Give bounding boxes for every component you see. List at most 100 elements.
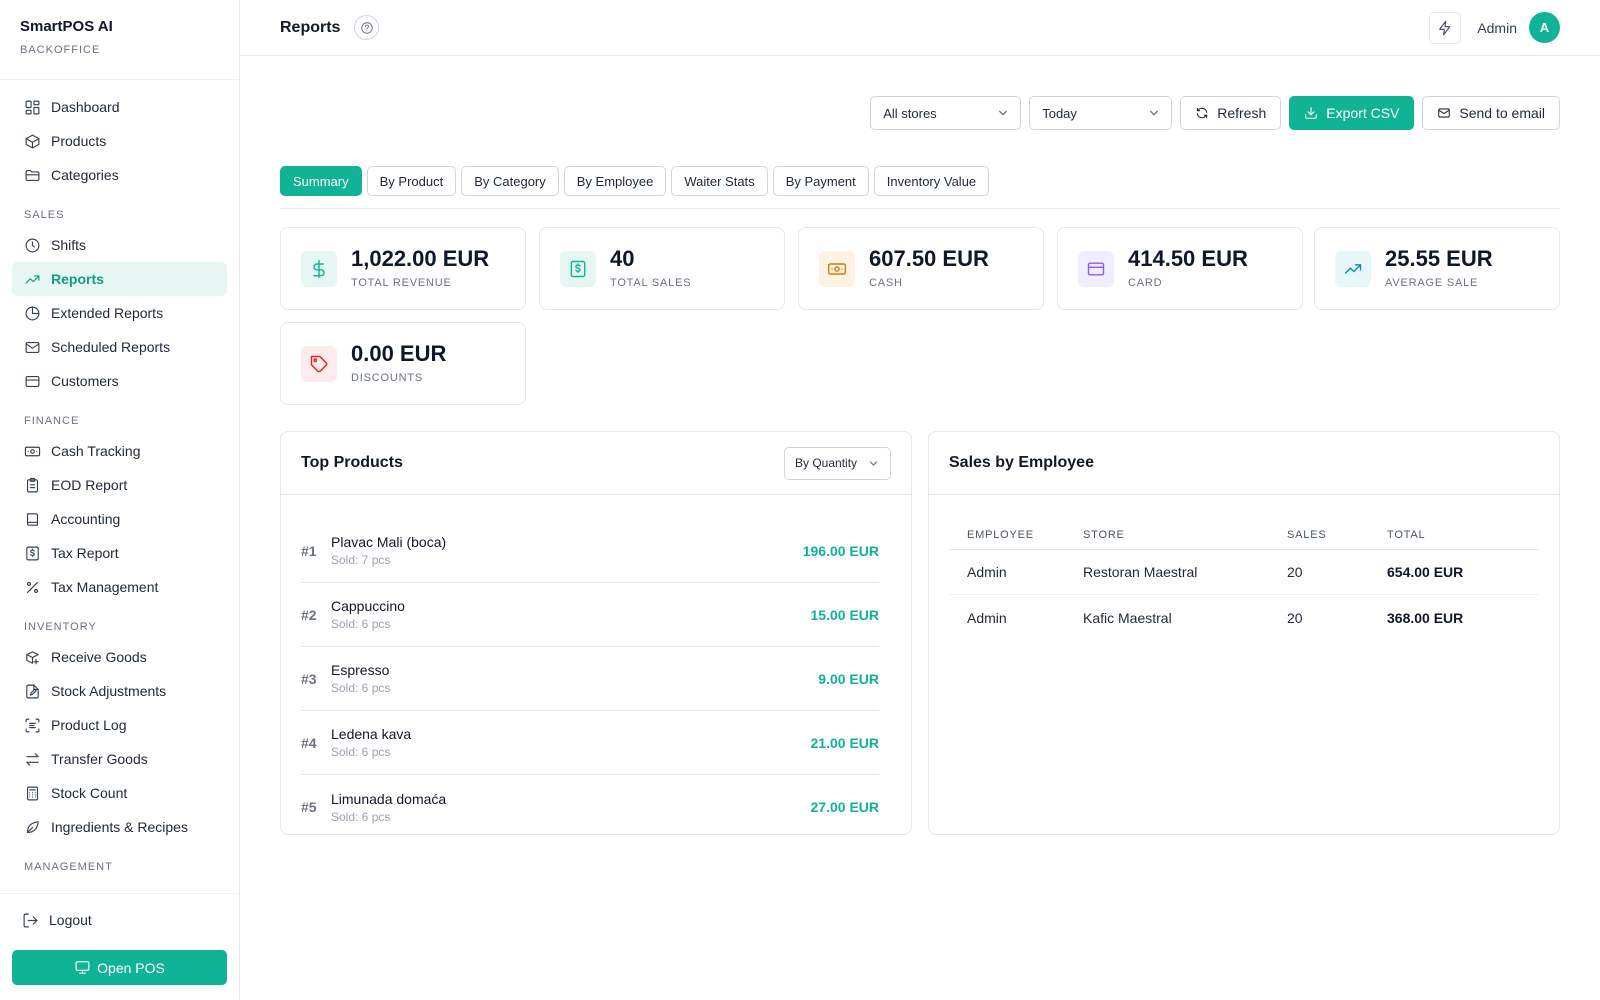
sidebar-item-label: Cash Tracking bbox=[51, 443, 141, 459]
sidebar-item-extended-reports[interactable]: Extended Reports bbox=[12, 296, 227, 330]
sidebar-item-transfer-goods[interactable]: Transfer Goods bbox=[12, 742, 227, 776]
stat-card-average-sale: 25.55 EUR AVERAGE SALE bbox=[1314, 227, 1560, 310]
logout-button[interactable]: Logout bbox=[12, 902, 227, 938]
list-item[interactable]: #1 Plavac Mali (boca) Sold: 7 pcs 196.00… bbox=[301, 519, 879, 583]
product-total: 27.00 EUR bbox=[810, 799, 879, 815]
arrows-icon bbox=[26, 752, 39, 766]
product-name: Cappuccino bbox=[331, 598, 405, 614]
avatar[interactable]: A bbox=[1529, 12, 1560, 43]
tab-by-product[interactable]: By Product bbox=[366, 166, 457, 196]
calculator-icon bbox=[26, 786, 39, 800]
sidebar-item-stock-adjustments[interactable]: Stock Adjustments bbox=[12, 674, 227, 708]
sidebar-item-products[interactable]: Products bbox=[12, 124, 227, 158]
report-tabs: Summary By Product By Category By Employ… bbox=[280, 166, 1560, 209]
top-products-header: Top Products By Quantity bbox=[281, 432, 911, 495]
stat-icon-wrap bbox=[301, 345, 337, 382]
product-sold: Sold: 6 pcs bbox=[331, 617, 391, 631]
list-item[interactable]: #2 Cappuccino Sold: 6 pcs 15.00 EUR bbox=[301, 583, 879, 647]
product-total: 9.00 EUR bbox=[818, 670, 879, 687]
sidebar-item-receive-goods[interactable]: Receive Goods bbox=[12, 640, 227, 674]
stat-label: TOTAL REVENUE bbox=[351, 277, 452, 289]
sidebar-item-dashboard[interactable]: Dashboard bbox=[12, 90, 227, 124]
sidebar-item-label: Receive Goods bbox=[51, 649, 147, 665]
card-icon bbox=[25, 375, 40, 387]
stat-label: DISCOUNTS bbox=[351, 372, 423, 384]
sort-select-value: By Quantity bbox=[795, 456, 858, 470]
list-item[interactable]: #4 Ledena kava Sold: 6 pcs 21.00 EUR bbox=[301, 711, 879, 775]
table-row[interactable]: Admin Kafic Maestral 20 368.00 EUR bbox=[949, 595, 1539, 640]
stat-card-total-revenue: 1,022.00 EUR TOTAL REVENUE bbox=[280, 227, 526, 310]
receipt-icon bbox=[570, 260, 586, 277]
quick-actions-button[interactable] bbox=[1429, 11, 1462, 44]
sidebar-item-categories[interactable]: Categories bbox=[12, 158, 227, 192]
export-csv-button[interactable]: Export CSV bbox=[1289, 96, 1415, 130]
column-header: TOTAL bbox=[1387, 528, 1426, 541]
tab-by-payment[interactable]: By Payment bbox=[772, 166, 869, 196]
nav-section-inventory: INVENTORY bbox=[24, 621, 97, 633]
stat-value: 1,022.00 EUR bbox=[351, 246, 490, 271]
stat-value: 0.00 EUR bbox=[351, 341, 447, 366]
sidebar-item-cash-tracking[interactable]: Cash Tracking bbox=[12, 434, 227, 468]
stat-icon-wrap bbox=[1078, 250, 1114, 287]
package-plus-icon bbox=[26, 650, 39, 664]
tab-by-employee[interactable]: By Employee bbox=[563, 166, 667, 196]
sidebar-item-label: Customers bbox=[51, 373, 119, 389]
sidebar-item-reports[interactable]: Reports bbox=[12, 262, 227, 296]
open-pos-button[interactable]: Open POS bbox=[12, 950, 227, 985]
period-select[interactable]: Today bbox=[1029, 96, 1173, 130]
sidebar-item-accounting[interactable]: Accounting bbox=[12, 502, 227, 536]
scan-text-icon bbox=[25, 718, 40, 732]
sidebar-item-ingredients-recipes[interactable]: Ingredients & Recipes bbox=[12, 810, 227, 844]
sidebar-item-label: Scheduled Reports bbox=[51, 339, 171, 355]
bolt-icon bbox=[1439, 20, 1451, 35]
sidebar-item-label: Products bbox=[51, 133, 107, 149]
table-header: EMPLOYEE STORE SALES TOTAL bbox=[949, 520, 1539, 550]
store-select[interactable]: All stores bbox=[870, 96, 1022, 130]
tab-inventory-value[interactable]: Inventory Value bbox=[873, 166, 990, 196]
report-toolbar: All stores Today Refresh Export CSV Send… bbox=[870, 96, 1560, 130]
product-sold: Sold: 6 pcs bbox=[331, 745, 391, 759]
tab-summary[interactable]: Summary bbox=[280, 166, 362, 196]
box-icon bbox=[25, 134, 40, 148]
nav-section-finance: FINANCE bbox=[24, 415, 80, 427]
table-row[interactable]: Admin Restoran Maestral 20 654.00 EUR bbox=[949, 550, 1539, 595]
store-select-value: All stores bbox=[883, 105, 937, 121]
stat-value: 607.50 EUR bbox=[869, 246, 989, 271]
refresh-button[interactable]: Refresh bbox=[1180, 96, 1282, 130]
send-email-button[interactable]: Send to email bbox=[1422, 96, 1560, 130]
logout-label: Logout bbox=[49, 912, 92, 928]
sidebar-item-tax-management[interactable]: Tax Management bbox=[12, 570, 227, 604]
download-icon bbox=[1305, 107, 1318, 119]
list-item[interactable]: #3 Espresso Sold: 6 pcs 9.00 EUR bbox=[301, 647, 879, 711]
monitor-icon bbox=[75, 961, 90, 974]
sidebar-item-tax-report[interactable]: Tax Report bbox=[12, 536, 227, 570]
sidebar-item-product-log[interactable]: Product Log bbox=[12, 708, 227, 742]
percent-icon bbox=[26, 581, 39, 593]
stat-card-discounts: 0.00 EUR DISCOUNTS bbox=[280, 322, 526, 405]
product-name: Plavac Mali (boca) bbox=[331, 534, 447, 550]
sidebar-item-eod-report[interactable]: EOD Report bbox=[12, 468, 227, 502]
stat-label: CASH bbox=[869, 277, 903, 289]
sales-by-employee-header: Sales by Employee bbox=[929, 432, 1559, 495]
sidebar-item-label: Dashboard bbox=[51, 99, 120, 115]
sidebar: SmartPOS AI BACKOFFICE Dashboard Product… bbox=[0, 0, 240, 1000]
mail-icon bbox=[25, 341, 40, 353]
book-icon bbox=[26, 512, 39, 526]
sidebar-item-shifts[interactable]: Shifts bbox=[12, 228, 227, 262]
tab-by-category[interactable]: By Category bbox=[461, 166, 559, 196]
list-item[interactable]: #5 Limunada domaća Sold: 6 pcs 27.00 EUR bbox=[301, 775, 879, 831]
help-button[interactable] bbox=[354, 15, 380, 40]
top-products-sort-select[interactable]: By Quantity bbox=[784, 446, 891, 480]
stat-label: AVERAGE SALE bbox=[1385, 277, 1479, 289]
sidebar-item-scheduled-reports[interactable]: Scheduled Reports bbox=[12, 330, 227, 364]
tab-waiter-stats[interactable]: Waiter Stats bbox=[671, 166, 768, 196]
sidebar-item-label: Categories bbox=[51, 167, 119, 183]
stat-card-card: 414.50 EUR CARD bbox=[1057, 227, 1303, 310]
sidebar-item-label: Stock Adjustments bbox=[51, 683, 167, 699]
sidebar-item-stock-count[interactable]: Stock Count bbox=[12, 776, 227, 810]
total-cell: 654.00 EUR bbox=[1387, 564, 1464, 580]
total-cell: 368.00 EUR bbox=[1387, 609, 1464, 626]
sidebar-item-customers[interactable]: Customers bbox=[12, 364, 227, 398]
header-user-area: Admin A bbox=[1429, 11, 1560, 44]
sidebar-item-label: Tax Management bbox=[51, 579, 159, 595]
